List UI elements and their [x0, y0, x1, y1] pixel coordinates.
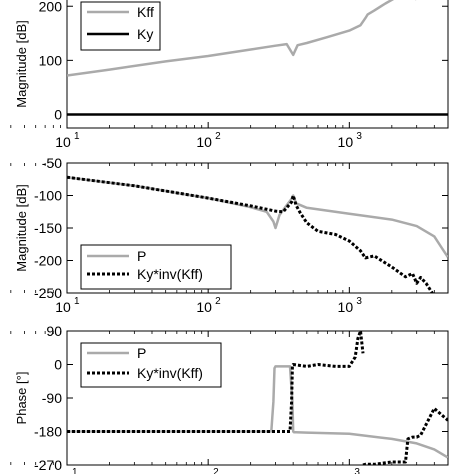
x-tick-exponent: 2 — [215, 131, 221, 142]
legend-label: Ky*inv(Kff) — [137, 365, 203, 381]
legend-label: Ky*inv(Kff) — [137, 266, 203, 282]
y-tick-label: 200 — [39, 0, 63, 14]
x-tick-label: 10 — [338, 134, 354, 150]
x-tick-exponent: 1 — [72, 467, 78, 474]
x-tick-exponent: 3 — [356, 131, 362, 142]
x-tick-exponent: 1 — [74, 296, 80, 307]
series-line-p — [67, 365, 448, 459]
y-tick-label: 100 — [39, 52, 63, 68]
y-tick-label: -50 — [42, 155, 62, 171]
legend-label: Ky — [137, 26, 153, 42]
x-tick-label: 10 — [196, 134, 212, 150]
y-tick-label: 0 — [54, 357, 62, 373]
legend-box — [80, 1, 161, 51]
series-line-kff — [67, 0, 417, 77]
x-tick-label: 10 — [338, 299, 354, 315]
x-tick-label: 10 — [55, 299, 71, 315]
plot-frame — [66, 0, 449, 129]
x-tick-exponent: 2 — [215, 296, 221, 307]
legend-label: P — [137, 345, 146, 361]
y-tick-label: 0 — [54, 106, 62, 122]
x-tick-exponent: 3 — [356, 296, 362, 307]
series-line-ky-inv-kff — [67, 331, 448, 465]
x-tick-label: 10 — [196, 299, 212, 315]
y-tick-label: -100 — [34, 188, 62, 204]
y-axis-label: Magnitude [dB] — [14, 184, 29, 271]
legend-box — [80, 244, 232, 290]
legend-box — [80, 342, 222, 388]
legend-label: Kff — [137, 4, 154, 20]
legend-label: P — [137, 248, 146, 264]
x-tick-exponent: 2 — [213, 467, 219, 474]
y-tick-label: -90 — [42, 390, 62, 406]
x-tick-exponent: 1 — [74, 131, 80, 142]
y-tick-label: -180 — [34, 424, 62, 440]
y-tick-label: -200 — [34, 253, 62, 269]
y-tick-label: -150 — [34, 220, 62, 236]
x-tick-label: 10 — [55, 134, 71, 150]
y-tick-label: 90 — [46, 323, 62, 339]
x-tick-exponent: 3 — [354, 467, 360, 474]
series-line-ky-inv-kff — [67, 175, 434, 293]
y-tick-label: -250 — [34, 285, 62, 301]
y-axis-label: Phase [°] — [14, 372, 29, 425]
panel-3-phase-p-ky-inv-kff: 1 2 3 90 0 -90 -180 -270 Phase [°] P Ky*inv(Kff) — [10, 323, 449, 474]
y-tick-label: -270 — [34, 457, 62, 473]
y-axis-label: Magnitude [dB] — [14, 20, 29, 107]
